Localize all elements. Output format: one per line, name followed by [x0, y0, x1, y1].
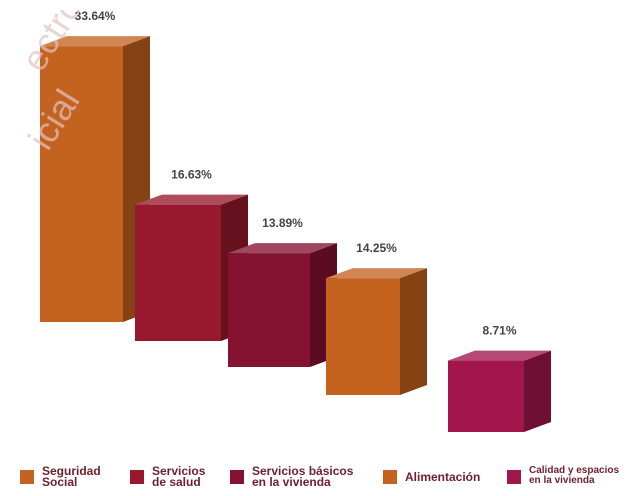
legend-item: Servicios de salud	[130, 464, 206, 489]
bar-chart-3d: 33.64% 16.63% 13.89% 14.25% 8.71%	[40, 9, 551, 432]
legend-item: Alimentación	[383, 466, 480, 484]
value-label: 33.64%	[75, 9, 116, 23]
legend-label: Servicios básicos en la vivienda	[252, 464, 354, 489]
bar-side	[524, 350, 551, 432]
legend-swatch	[383, 470, 397, 484]
bar-3	[228, 243, 337, 367]
bar-front	[228, 253, 310, 367]
bar-5	[448, 350, 551, 432]
bar-top	[135, 194, 248, 205]
bar-top	[228, 243, 337, 254]
bar-front	[326, 278, 400, 395]
bar-front	[135, 204, 221, 341]
legend-swatch	[507, 470, 521, 484]
bar-top	[40, 36, 150, 47]
legend-item: Calidad y espacios en la vivienda	[507, 466, 619, 486]
legend-item: Seguridad Social	[20, 464, 101, 489]
value-label: 8.71%	[482, 324, 516, 338]
legend-swatch	[230, 470, 244, 484]
legend-swatch	[130, 470, 144, 484]
legend-label: Alimentación	[405, 470, 481, 484]
bar-1	[40, 36, 150, 322]
legend-item: Servicios básicos en la vivienda	[230, 464, 354, 489]
legend-label: Servicios de salud	[152, 464, 206, 489]
bar-side	[400, 268, 427, 395]
bar-front	[40, 46, 123, 322]
legend-label: Seguridad Social	[42, 464, 101, 489]
bar-2	[135, 194, 248, 341]
legend-swatch	[20, 470, 34, 484]
value-label: 16.63%	[171, 168, 212, 182]
value-label: 14.25%	[356, 241, 397, 255]
bar-top	[326, 268, 427, 279]
bar-top	[448, 350, 551, 361]
legend-label: Calidad y espacios en la vivienda	[529, 465, 620, 486]
value-label: 13.89%	[262, 216, 303, 230]
legend: Seguridad Social Servicios de salud Servic…	[0, 462, 639, 496]
bar-front	[448, 360, 524, 432]
bar-4	[326, 268, 427, 395]
